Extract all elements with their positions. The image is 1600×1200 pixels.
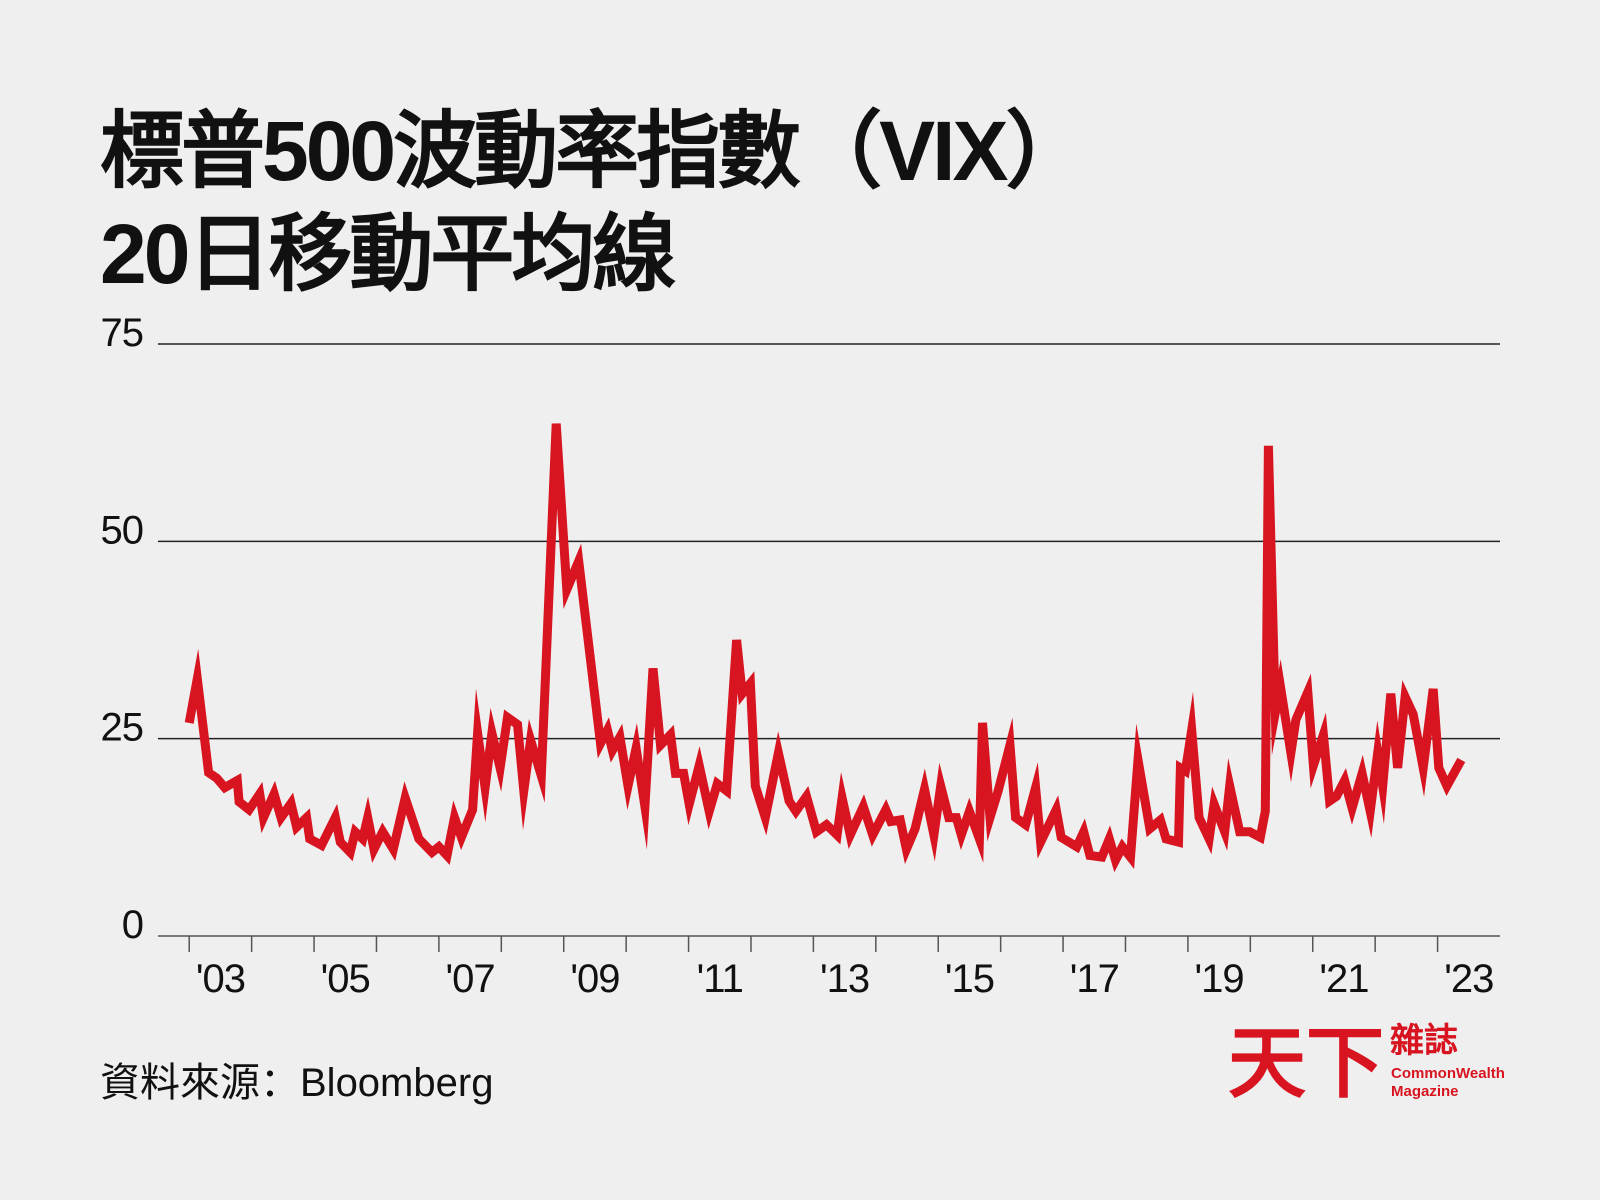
x-tick-label: '15 bbox=[945, 957, 994, 1001]
source: 資料來源：Bloomberg bbox=[100, 1061, 493, 1105]
x-tick-label: '19 bbox=[1195, 957, 1244, 1001]
y-tick-label: 25 bbox=[101, 706, 144, 750]
logo: 天下 雜誌 CommonWealth Magazine bbox=[1228, 1018, 1505, 1109]
x-tick-label: '23 bbox=[1444, 957, 1493, 1001]
logo-english: CommonWealth bbox=[1391, 1065, 1505, 1082]
logo-english: Magazine bbox=[1391, 1083, 1459, 1100]
x-tick-label: '11 bbox=[697, 957, 743, 1001]
x-tick-label: '05 bbox=[321, 957, 370, 1001]
y-tick-label: 75 bbox=[101, 311, 144, 355]
logo-main: 天下 bbox=[1228, 1018, 1384, 1109]
y-tick-label: 50 bbox=[101, 508, 144, 552]
x-tick-label: '17 bbox=[1070, 957, 1119, 1001]
x-tick-label: '13 bbox=[820, 957, 869, 1001]
line bbox=[184, 423, 1466, 873]
chart-title: 20日移動平均線 bbox=[100, 207, 676, 301]
x-tick-label: '21 bbox=[1319, 957, 1368, 1001]
x-tick-label: '07 bbox=[446, 957, 495, 1001]
logo-side: 雜誌 bbox=[1390, 1021, 1458, 1061]
x-tick-label: '09 bbox=[570, 957, 619, 1001]
y-tick-label: 0 bbox=[122, 903, 143, 947]
x-tick-label: '03 bbox=[196, 957, 245, 1001]
chart-title: 標普500波動率指數（VIX） bbox=[100, 104, 1087, 198]
